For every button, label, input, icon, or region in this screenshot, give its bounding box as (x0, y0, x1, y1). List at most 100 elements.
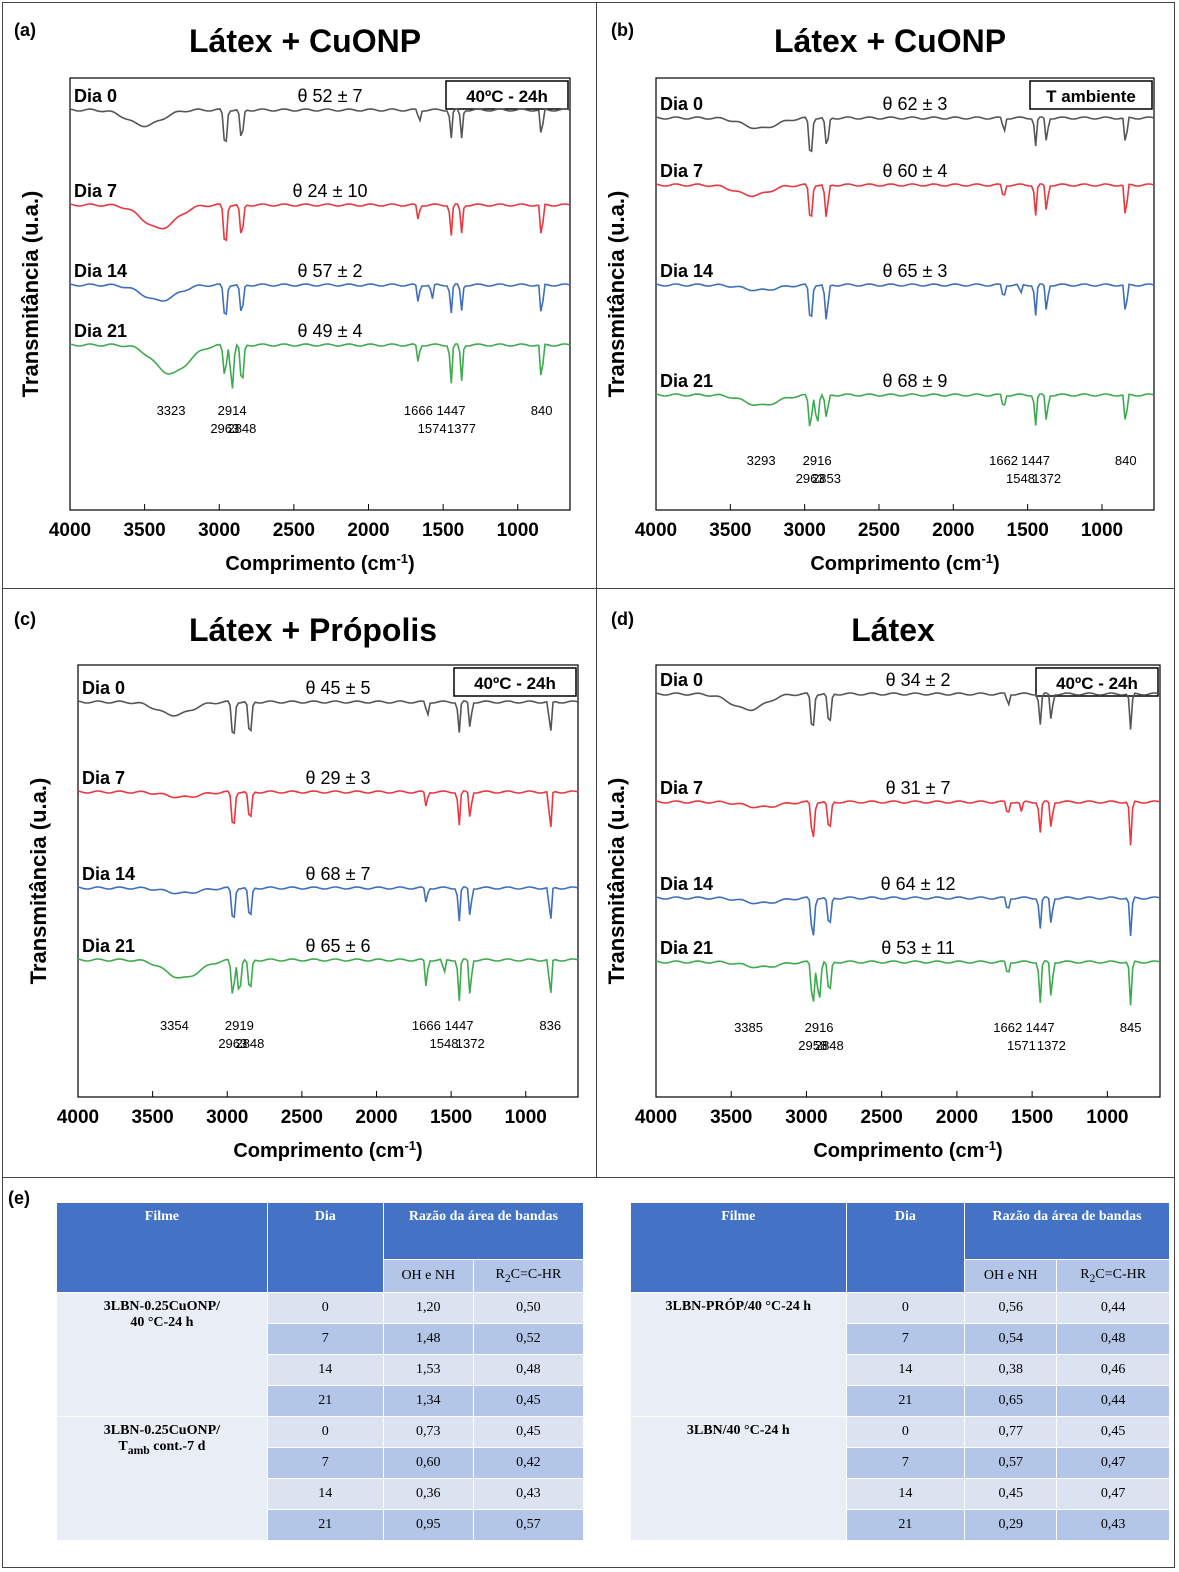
table-cell: 0,57 (472, 1509, 585, 1541)
table-cell: 0 (845, 1416, 966, 1448)
spectrum-line (69, 343, 571, 389)
chart-d: (d) Látex 40ºC - 24h Transmitância (u.a.) 40… (604, 609, 1161, 1162)
table-cell: 14 (845, 1478, 966, 1510)
contact-angle-label: θ 57 ± 2 (298, 261, 363, 281)
ftir-charts: (a) Látex + CuONP 40ºC - 24h Transmitância … (14, 20, 1161, 1162)
condition-box (1029, 80, 1153, 110)
contact-angle-label: θ 34 ± 2 (886, 670, 951, 690)
contact-angle-label: θ 52 ± 7 (298, 86, 363, 106)
table-cell: 0,54 (964, 1323, 1058, 1355)
header-r2c: R2C=C-HR (1056, 1259, 1170, 1293)
condition-box (1035, 667, 1159, 697)
panel-label: (c) (14, 609, 36, 629)
peak-annotation: 1372 (456, 1036, 485, 1051)
x-tick-label: 1000 (505, 1107, 547, 1128)
table-row: 21 0,29 0,43 (631, 1509, 1170, 1541)
condition-label: 40ºC - 24h (466, 87, 548, 106)
table-row: 7 1,48 0,52 (57, 1323, 585, 1355)
table-row: 3LBN-0.25CuONP/40 °C-24 h 0 1,20 0,50 (56, 1292, 585, 1417)
peak-annotation: 2963 (218, 1036, 247, 1051)
x-tick-label: 3500 (123, 520, 165, 541)
header-oh-nh: OH e NH (964, 1259, 1058, 1293)
peak-annotation: 2848 (815, 1038, 844, 1053)
table-row: 14 0,45 0,47 (631, 1478, 1170, 1510)
peak-annotation: 3323 (157, 403, 186, 418)
table-row: 7 0,60 0,42 (57, 1447, 585, 1479)
table-cell: 1,48 (382, 1323, 474, 1355)
table-cell: 0,47 (1056, 1447, 1170, 1479)
series-label: Dia 7 (660, 161, 703, 181)
table-cell: 21 (845, 1385, 966, 1417)
contact-angle-label: θ 45 ± 5 (306, 678, 371, 698)
spectrum-line (655, 392, 1155, 427)
peak-annotation: 1447 (445, 1018, 474, 1033)
chart-title: Látex + Própolis (189, 612, 437, 648)
peak-annotation: 3293 (747, 453, 776, 468)
header-r2c: R2C=C-HR (472, 1259, 585, 1293)
x-tick-label: 3000 (206, 1107, 248, 1128)
peak-annotation: 3354 (160, 1018, 189, 1033)
peak-annotation: 2848 (227, 421, 256, 436)
contact-angle-label: θ 68 ± 9 (882, 371, 947, 391)
y-axis-label: Transmitância (u.a.) (26, 778, 51, 985)
table-cell: 0,42 (472, 1447, 585, 1479)
table-cell: 0,65 (964, 1385, 1058, 1417)
table-cell: 0,43 (472, 1478, 585, 1510)
film-name: 3LBN/40 °C-24 h (630, 1416, 847, 1541)
peak-annotation: 1447 (437, 403, 466, 418)
film-name: 3LBN-PRÓP/40 °C-24 h (630, 1292, 847, 1417)
peak-annotation: 2848 (235, 1036, 264, 1051)
y-axis-label: Transmitância (u.a.) (604, 191, 629, 398)
table-cell: 7 (845, 1447, 966, 1479)
x-axis-label: Comprimento (cm-1) (225, 551, 414, 576)
condition-box (453, 667, 577, 697)
table-cell: 0,48 (1056, 1323, 1170, 1355)
table-cell: 0,48 (472, 1354, 585, 1386)
table-cell: 7 (266, 1323, 384, 1355)
band-ratio-table-right: Filme Dia Razão da área de bandas OH e NH R2… (630, 1202, 1170, 1541)
x-tick-label: 1500 (1011, 1107, 1053, 1128)
table-cell: 0,56 (964, 1292, 1058, 1324)
x-tick-label: 3500 (131, 1107, 173, 1128)
chart-c: (c) Látex + Própolis 40ºC - 24h Transmitânc… (14, 609, 579, 1162)
condition-label: T ambiente (1046, 87, 1136, 106)
spectrum-line (69, 108, 571, 143)
table-cell: 0,60 (382, 1447, 474, 1479)
peak-annotation: 2963 (210, 421, 239, 436)
x-tick-label: 3000 (785, 1107, 827, 1128)
peak-annotation: 2916 (805, 1020, 834, 1035)
x-tick-label: 1000 (1081, 520, 1123, 541)
plot-area (69, 77, 571, 511)
header-filme: Filme (630, 1202, 847, 1293)
x-tick-label: 2500 (281, 1107, 323, 1128)
panel-divider-vertical (596, 2, 597, 1177)
peak-annotation: 1447 (1021, 453, 1050, 468)
spectrum-line (77, 790, 579, 827)
spectrum-line (69, 283, 571, 316)
table-row: 7 0,54 0,48 (631, 1323, 1170, 1355)
table-cell: 0 (845, 1292, 966, 1324)
x-tick-label: 4000 (49, 520, 91, 541)
table-cell: 0,45 (1056, 1416, 1170, 1448)
table-row: 21 0,95 0,57 (57, 1509, 585, 1541)
table-cell: 0,73 (382, 1416, 474, 1448)
plot-area (655, 77, 1155, 511)
chart-title: Látex + CuONP (774, 23, 1006, 59)
spectrum-line (655, 896, 1161, 937)
spectrum-line (655, 960, 1161, 1006)
table-cell: 7 (266, 1447, 384, 1479)
chart-title: Látex (851, 612, 935, 648)
spectrum-line (69, 203, 571, 242)
series-label: Dia 14 (660, 261, 713, 281)
x-tick-label: 2000 (355, 1107, 397, 1128)
peak-annotation: 1666 (404, 403, 433, 418)
peak-annotation: 1574 (418, 421, 447, 436)
table-cell: 0,52 (472, 1323, 585, 1355)
peak-annotation: 1447 (1026, 1020, 1055, 1035)
condition-box (445, 80, 569, 110)
contact-angle-label: θ 24 ± 10 (293, 181, 368, 201)
chart-title: Látex + CuONP (189, 23, 421, 59)
table-cell: 0,38 (964, 1354, 1058, 1386)
x-tick-label: 4000 (635, 1107, 677, 1128)
contact-angle-label: θ 65 ± 6 (306, 936, 371, 956)
